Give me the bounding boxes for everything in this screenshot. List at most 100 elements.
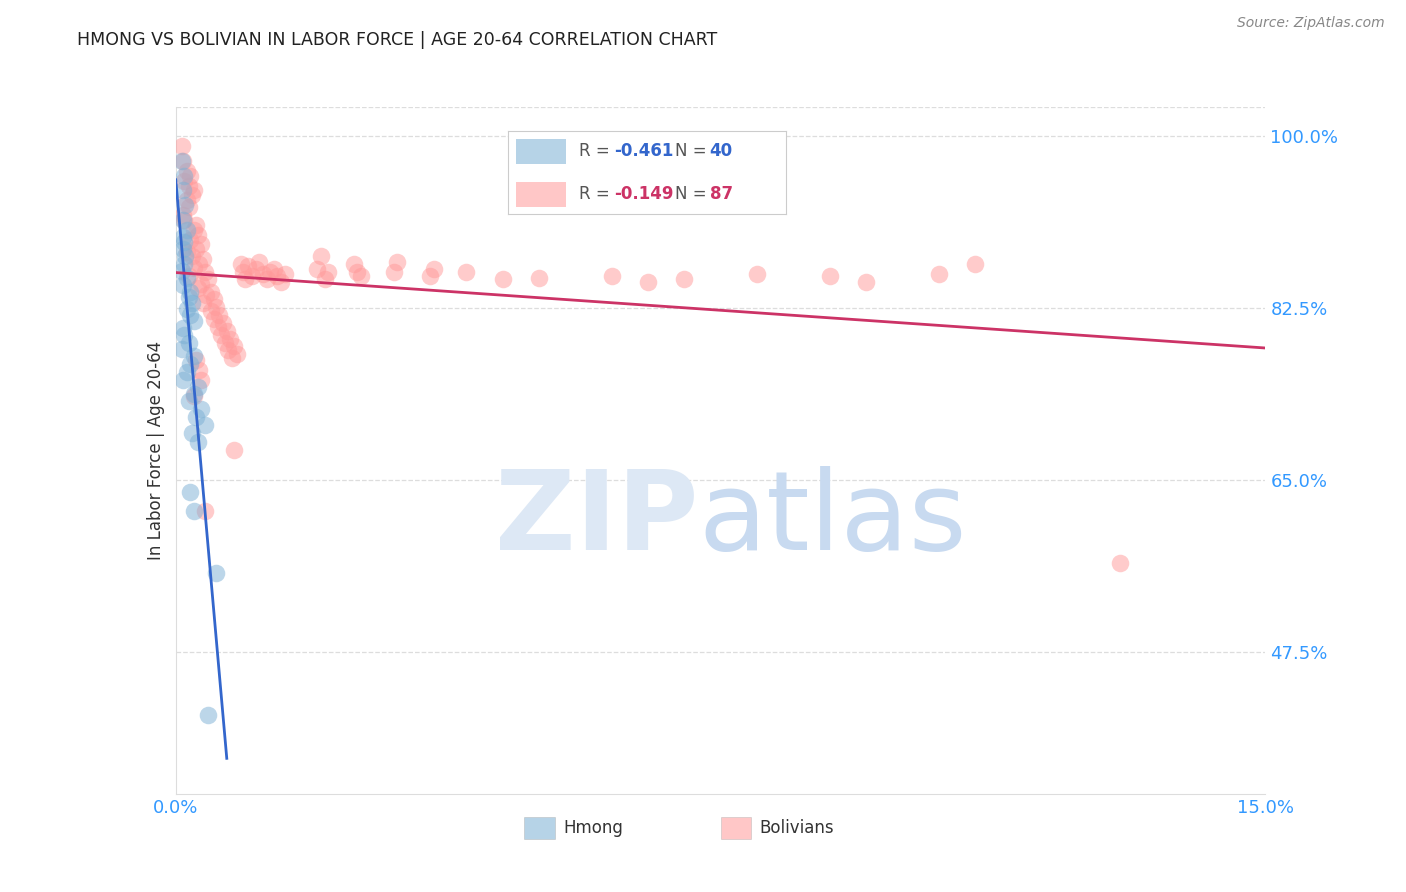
Point xyxy=(172,229,194,244)
Point xyxy=(170,264,193,278)
Point xyxy=(172,153,194,168)
Point xyxy=(193,252,215,266)
Point xyxy=(194,417,217,432)
Point xyxy=(456,265,478,279)
Point xyxy=(963,257,986,271)
Point xyxy=(492,271,515,285)
Point xyxy=(309,249,332,263)
Point xyxy=(350,268,373,283)
Point xyxy=(179,484,201,499)
Point xyxy=(179,232,201,246)
Point xyxy=(173,173,195,188)
Point xyxy=(172,277,194,292)
Point xyxy=(173,327,195,342)
Point xyxy=(200,285,222,299)
Point xyxy=(179,285,201,299)
Point xyxy=(186,434,209,449)
Point xyxy=(176,245,198,260)
Point xyxy=(180,249,202,263)
Point xyxy=(176,193,198,207)
Point xyxy=(190,237,212,252)
Point xyxy=(222,339,245,353)
Point xyxy=(314,271,336,285)
Point xyxy=(202,293,225,307)
Point xyxy=(673,271,696,285)
Point xyxy=(221,351,243,366)
Point xyxy=(170,343,193,357)
Point xyxy=(172,373,194,387)
Point xyxy=(270,275,292,289)
Point xyxy=(247,255,270,269)
Point xyxy=(226,347,249,361)
Point xyxy=(346,265,368,279)
Point xyxy=(177,290,200,304)
Point xyxy=(184,410,207,425)
Point xyxy=(527,270,550,285)
Point xyxy=(190,373,212,387)
Point xyxy=(170,139,193,153)
Point xyxy=(177,335,200,350)
Point xyxy=(184,242,207,257)
Point xyxy=(180,425,202,440)
Point xyxy=(209,327,232,342)
Point xyxy=(183,389,205,403)
Point xyxy=(197,271,219,285)
Point xyxy=(200,304,222,318)
Point xyxy=(266,268,288,283)
Point xyxy=(183,386,205,401)
Point xyxy=(600,268,623,283)
Point xyxy=(259,265,281,279)
Point xyxy=(252,267,274,281)
Point xyxy=(245,262,267,277)
Point xyxy=(204,566,226,581)
Point xyxy=(202,312,225,326)
Point xyxy=(186,280,209,294)
Point xyxy=(172,212,194,227)
Point xyxy=(183,260,205,275)
Point xyxy=(186,380,209,394)
Text: ZIP: ZIP xyxy=(495,466,699,573)
Point xyxy=(256,271,278,285)
Point xyxy=(422,262,444,277)
Point xyxy=(172,320,194,334)
Point xyxy=(204,300,226,314)
Point xyxy=(855,275,877,289)
Point xyxy=(179,357,201,371)
Point xyxy=(188,363,211,377)
Point xyxy=(382,265,405,279)
Text: HMONG VS BOLIVIAN IN LABOR FORCE | AGE 20-64 CORRELATION CHART: HMONG VS BOLIVIAN IN LABOR FORCE | AGE 2… xyxy=(77,31,717,49)
Point xyxy=(233,271,256,285)
Point xyxy=(343,257,366,271)
Point xyxy=(179,169,201,183)
Point xyxy=(176,164,198,178)
Point xyxy=(172,208,194,222)
Point xyxy=(208,308,231,322)
Point xyxy=(197,708,219,723)
Point xyxy=(183,184,205,198)
Point xyxy=(184,353,207,368)
Point xyxy=(274,267,297,281)
Point xyxy=(177,200,200,214)
Point xyxy=(184,218,207,232)
Point xyxy=(172,242,194,257)
Point xyxy=(637,275,659,289)
Point xyxy=(387,255,409,269)
Point xyxy=(238,259,260,273)
Point xyxy=(183,314,205,328)
Point xyxy=(190,402,212,417)
Point xyxy=(173,235,195,250)
Point xyxy=(928,267,950,281)
Point xyxy=(173,169,195,183)
Point xyxy=(419,268,441,283)
Point xyxy=(214,335,236,350)
Point xyxy=(174,249,197,263)
Point xyxy=(177,394,200,409)
Point xyxy=(176,365,198,379)
Point xyxy=(219,332,242,346)
Point xyxy=(173,212,195,227)
Point xyxy=(212,316,235,330)
Point xyxy=(194,265,217,279)
Point xyxy=(177,178,200,193)
Point xyxy=(173,257,195,271)
Point xyxy=(193,296,215,310)
